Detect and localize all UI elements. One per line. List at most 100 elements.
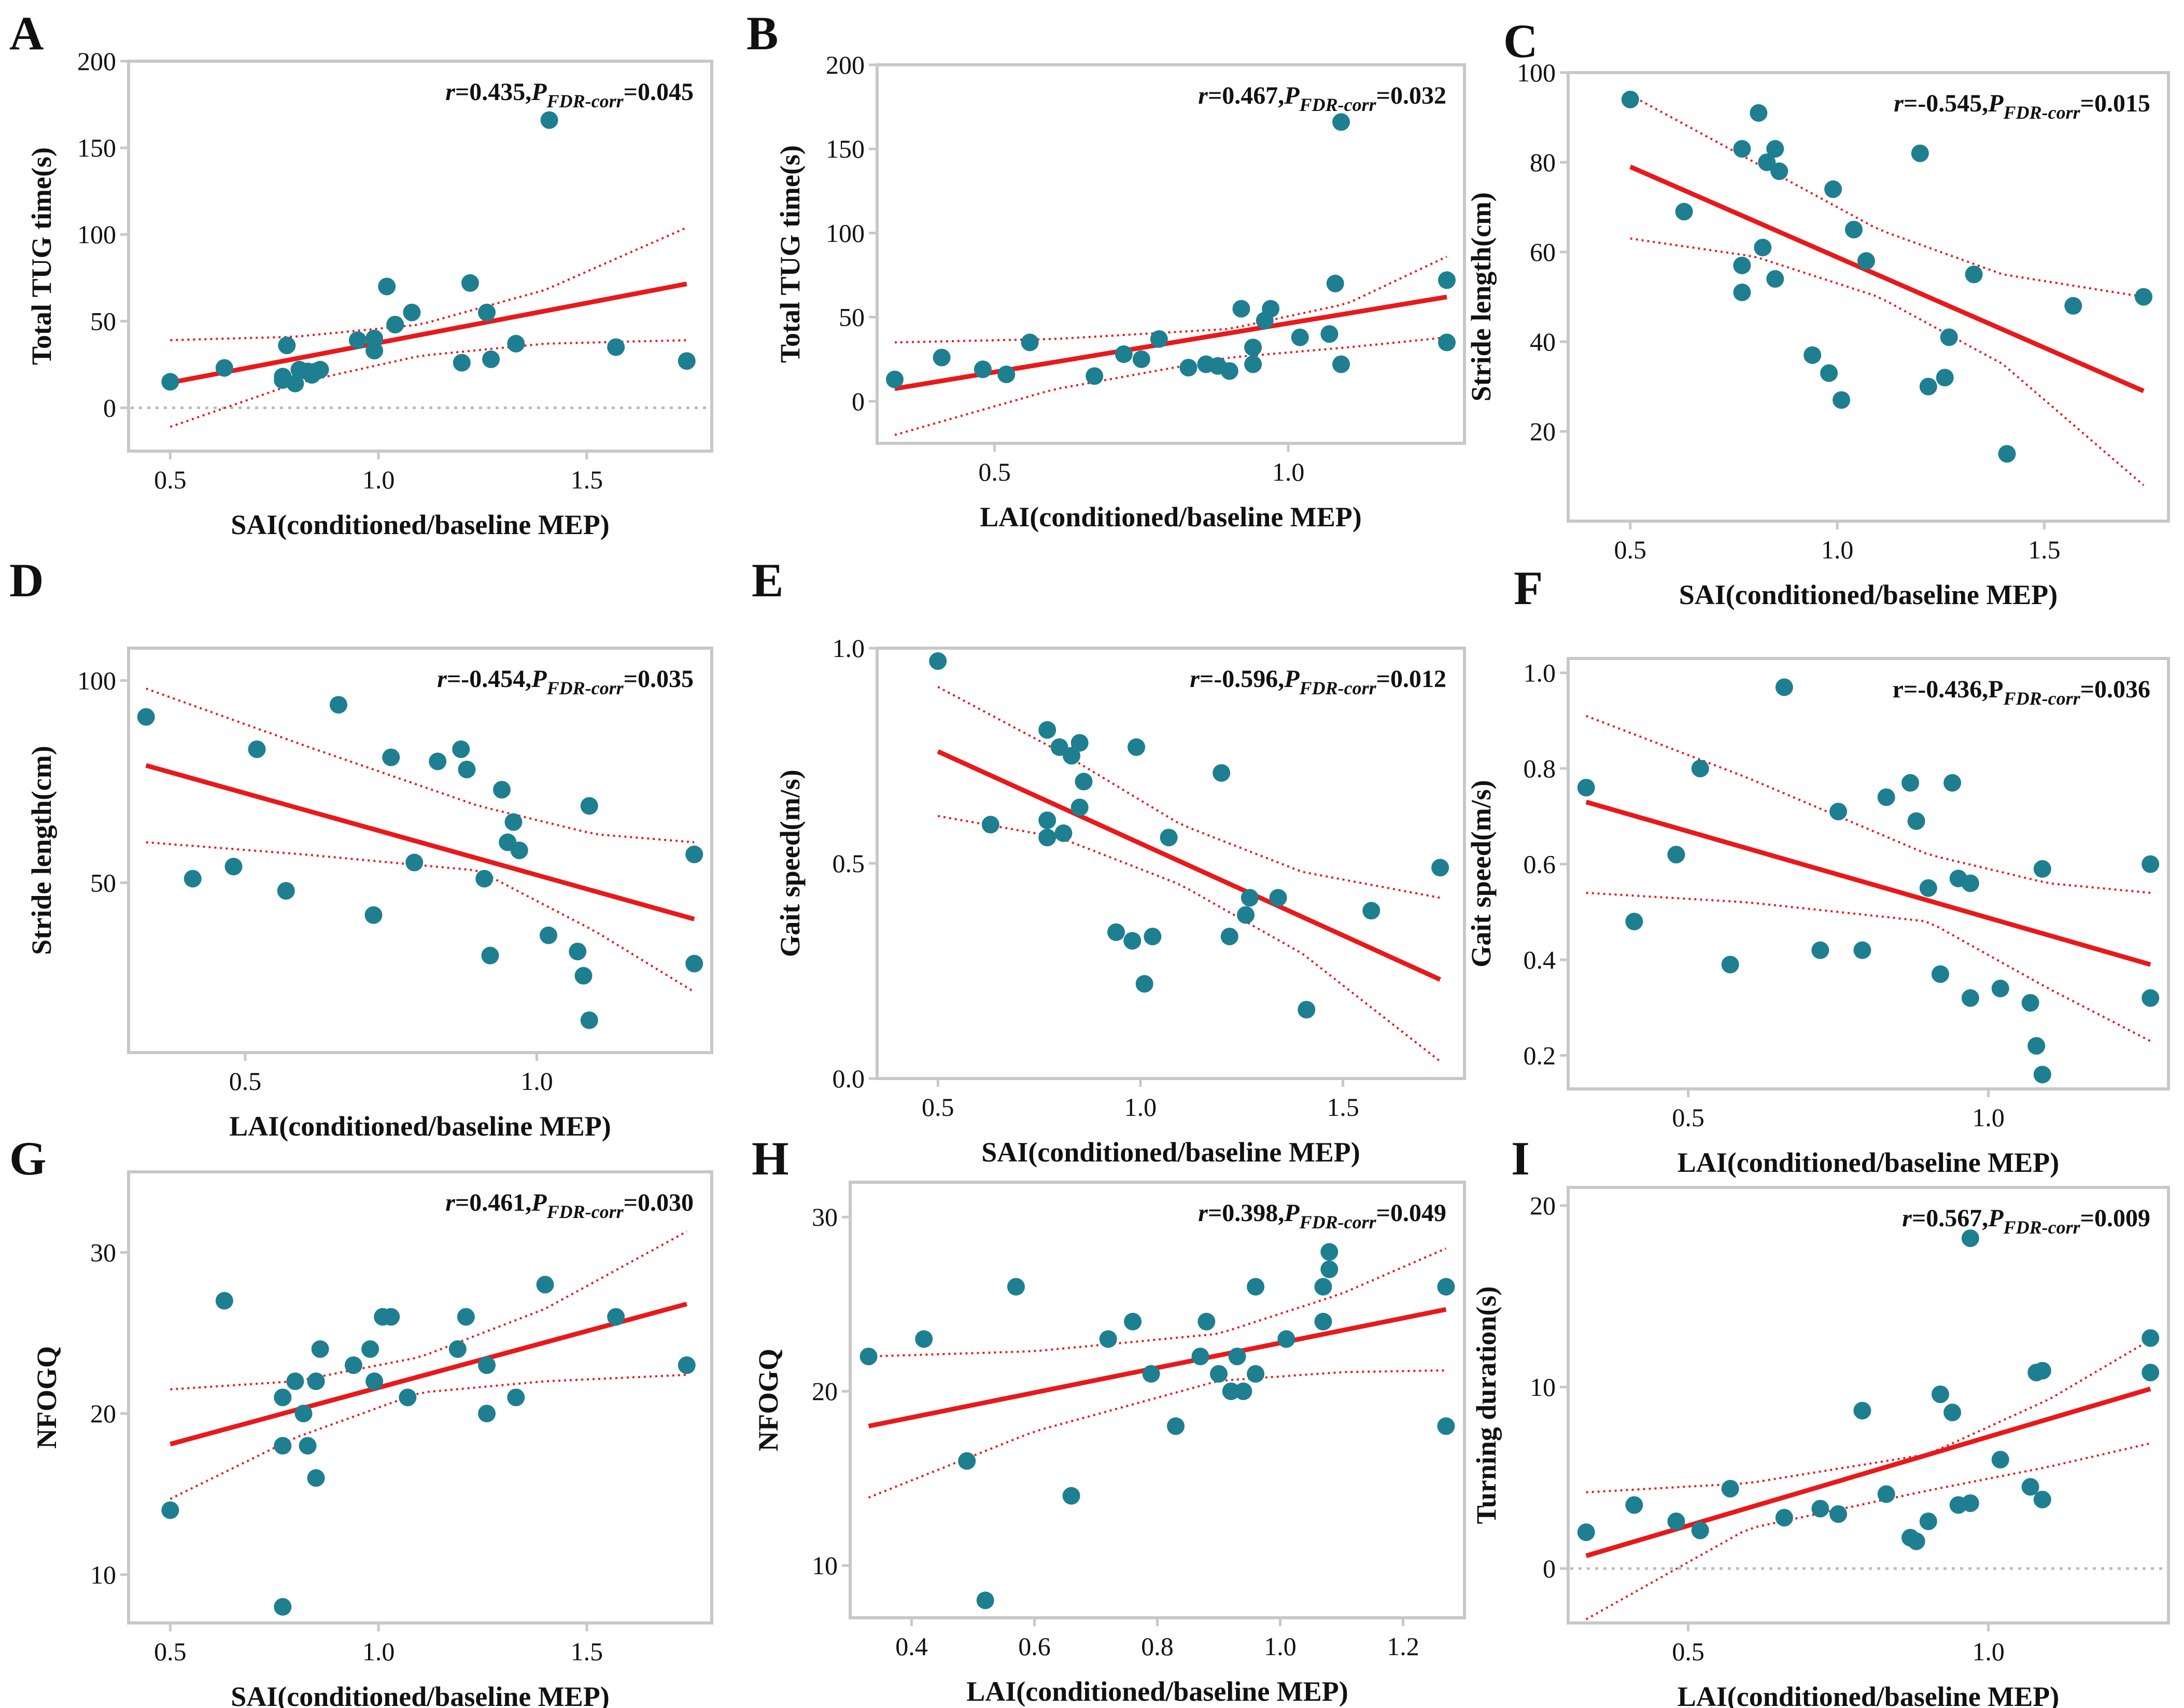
- data-point: [286, 374, 304, 393]
- y-tick-label: 0.4: [1524, 945, 1556, 974]
- data-point: [1758, 153, 1776, 171]
- data-point: [386, 316, 404, 334]
- data-point: [2033, 1491, 2051, 1508]
- data-point: [1070, 799, 1089, 817]
- panel-e: E 0.5 1.0 1.5 0.0 0.5 1.0 SAI(conditioned/basel…: [752, 554, 1466, 1168]
- plot-frame: [127, 647, 713, 1054]
- data-point: [2141, 1329, 2160, 1347]
- data-point: [1437, 1278, 1455, 1296]
- data-point: [1314, 1278, 1332, 1296]
- y-tick-label: 0.5: [833, 849, 865, 878]
- data-point: [1965, 265, 1983, 284]
- x-tick-label: 0.5: [978, 457, 1011, 486]
- data-point: [678, 352, 696, 370]
- data-point: [1062, 1487, 1080, 1505]
- panel-letter: C: [1503, 15, 1538, 67]
- data-point: [1911, 144, 1929, 162]
- x-tick-label: 1.0: [1972, 1103, 2005, 1132]
- x-tick-label: 0.5: [922, 1093, 954, 1122]
- correlation-annotation: r=0.461,PFDR-corr=0.030: [445, 1189, 694, 1222]
- panel-d: D 0.5 1.0 50 100 LAI(conditioned/baseline MEP…: [9, 554, 713, 1142]
- y-tick-label: 0: [103, 393, 116, 422]
- data-point: [1961, 874, 1979, 892]
- data-point: [1320, 1243, 1338, 1261]
- x-axis-title: LAI(conditioned/baseline MEP): [1678, 1147, 2060, 1178]
- data-point: [294, 1405, 313, 1423]
- data-point: [1811, 1500, 1829, 1518]
- y-axis-title: Turning duration(s): [1471, 1286, 1502, 1524]
- data-point: [1054, 824, 1073, 842]
- data-point: [1213, 764, 1231, 782]
- data-point: [1833, 391, 1851, 409]
- data-point: [1332, 113, 1350, 131]
- data-point: [215, 359, 233, 377]
- data-point: [1222, 1382, 1240, 1401]
- data-point: [885, 370, 904, 388]
- data-point: [1438, 271, 1456, 289]
- y-tick-label: 150: [826, 134, 865, 163]
- y-tick-label: 20: [812, 1377, 838, 1406]
- x-axis-title: LAI(conditioned/baseline MEP): [966, 1676, 1348, 1707]
- data-point: [1232, 300, 1250, 318]
- y-axis-title: Gait speed(m/s): [1466, 780, 1497, 967]
- data-point: [475, 870, 494, 888]
- data-point: [1750, 104, 1768, 122]
- data-point: [137, 708, 155, 726]
- data-point: [2141, 989, 2160, 1007]
- data-point: [274, 1598, 292, 1616]
- ci-upper-line: [170, 227, 687, 342]
- panel-letter: H: [752, 1132, 789, 1185]
- data-point: [448, 1340, 467, 1358]
- data-point: [311, 360, 329, 379]
- panel-letter: D: [9, 554, 44, 607]
- plot-frame: [876, 63, 1466, 445]
- data-point: [1314, 1312, 1332, 1331]
- data-point: [1237, 906, 1255, 924]
- data-point: [540, 111, 558, 129]
- data-point: [215, 1292, 233, 1310]
- data-point: [461, 274, 479, 292]
- data-point: [504, 813, 523, 831]
- y-tick-label: 50: [90, 306, 116, 335]
- x-tick-label: 0.5: [154, 465, 187, 494]
- data-point: [569, 943, 587, 960]
- data-point: [1824, 180, 1842, 198]
- data-point: [1115, 345, 1133, 363]
- regression-line: [1629, 164, 2145, 394]
- data-point: [1269, 889, 1287, 907]
- data-point: [365, 342, 384, 360]
- x-tick-label: 1.5: [571, 1637, 603, 1666]
- data-point: [458, 761, 476, 778]
- data-point: [1936, 369, 1954, 387]
- data-point: [1775, 678, 1793, 696]
- data-point: [1961, 1494, 1979, 1512]
- x-axis-title: LAI(conditioned/baseline MEP): [1678, 1681, 2060, 1708]
- data-point: [278, 337, 296, 355]
- data-point: [1320, 325, 1338, 343]
- y-axis-title: Total TUG time(s): [774, 145, 806, 363]
- data-point: [1577, 779, 1595, 796]
- data-point: [161, 1501, 179, 1519]
- data-point: [1220, 362, 1238, 380]
- ci-lower-line: [894, 336, 1447, 436]
- data-point: [161, 373, 179, 391]
- correlation-annotation: r=-0.545,PFDR-corr=0.015: [1894, 90, 2150, 123]
- regression-line: [170, 1301, 687, 1447]
- data-point: [478, 1356, 496, 1374]
- data-point: [2033, 860, 2051, 878]
- y-tick-label: 200: [77, 47, 116, 76]
- ci-upper-line: [146, 688, 695, 844]
- data-point: [1621, 90, 1639, 108]
- y-tick-label: 0: [1543, 1554, 1556, 1583]
- data-point: [493, 781, 511, 799]
- panel-c: C 0.5 1.0 1.5 20 40 60 80 100 SAI(conditioned/bas…: [1466, 15, 2170, 610]
- panel-letter: I: [1511, 1132, 1530, 1185]
- data-point: [1220, 928, 1238, 946]
- data-point: [382, 748, 400, 766]
- panel-letter: E: [752, 554, 783, 607]
- plot-frame: [1567, 1186, 2170, 1625]
- panel-letter: A: [9, 7, 44, 60]
- correlation-annotation: r=0.567,PFDR-corr=0.009: [1902, 1205, 2150, 1238]
- y-tick-label: 100: [77, 666, 116, 695]
- data-point: [307, 1372, 325, 1390]
